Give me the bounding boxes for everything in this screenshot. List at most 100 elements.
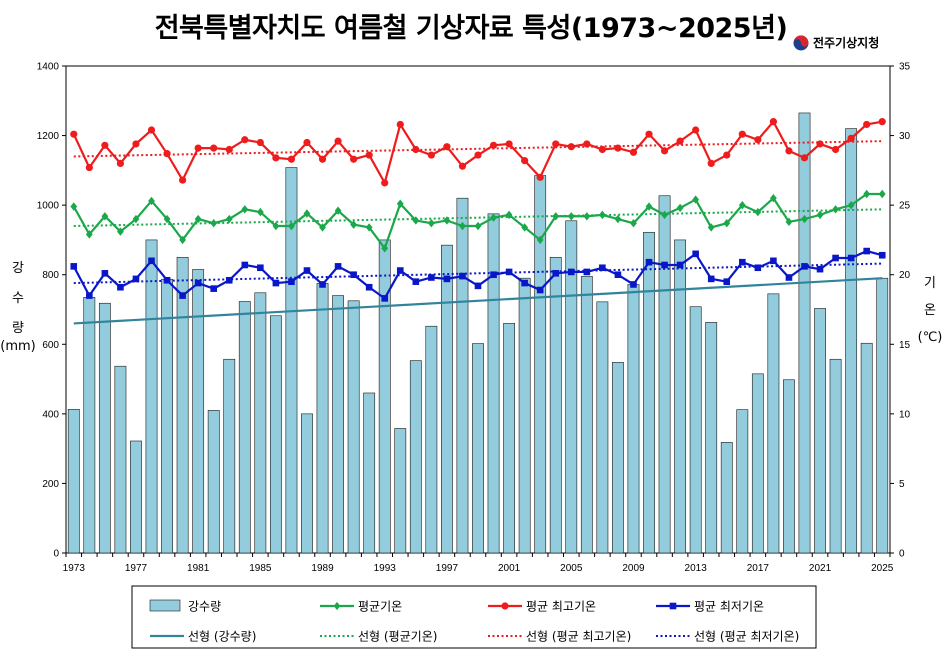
precipitation-bar-2023: [845, 128, 858, 554]
point-평균-최저기온-1991: [350, 271, 357, 279]
chart-title: 전북특별자치도 여름철 기상자료 특성(1973~2025년): [154, 13, 788, 44]
point-평균기온-1988: [303, 209, 311, 218]
point-평균기온-2009: [630, 219, 637, 228]
precipitation-bar-2008: [612, 362, 624, 554]
x-tick-label: 1977: [125, 563, 148, 574]
point-평균기온-1999: [474, 221, 482, 231]
point-평균-최저기온-2019: [785, 274, 793, 281]
point-평균-최고기온-1998: [458, 162, 467, 170]
precipitation-bar-2010: [643, 231, 655, 554]
x-tick-label: 2009: [622, 563, 645, 574]
point-평균-최저기온-1979: [163, 276, 171, 284]
point-평균-최고기온-1973: [70, 130, 78, 138]
precipitation-bar-2012: [674, 239, 687, 554]
point-평균기온-1993: [381, 244, 389, 253]
precipitation-bar-1975: [98, 302, 111, 554]
left-axis: 0 200 400 600 800 1000 1200 1400: [37, 62, 66, 560]
right-axis-label-part: (℃): [918, 330, 942, 345]
precipitation-bar-1992: [363, 392, 376, 554]
point-평균기온-2001: [505, 210, 513, 220]
point-평균-최고기온-1991: [350, 155, 358, 163]
precipitation-bar-2009: [627, 284, 640, 554]
point-평균-최저기온-2006: [583, 268, 591, 276]
point-평균-최고기온-1989: [318, 155, 327, 163]
point-평균-최저기온-1976: [117, 283, 124, 291]
precipitation-bar-1991: [347, 300, 360, 554]
point-평균기온-2014: [707, 223, 715, 232]
point-평균기온-1998: [459, 221, 466, 231]
point-평균기온-1986: [272, 221, 280, 231]
point-평균기온-1985: [256, 207, 264, 217]
point-평균-최저기온-1985: [257, 264, 264, 272]
right-tick-label: 30: [899, 131, 911, 142]
point-평균-최저기온-2004: [552, 270, 560, 277]
point-평균-최고기온-1975: [101, 141, 109, 149]
precipitation-bar-1982: [207, 410, 220, 554]
precipitation-bar-2005: [565, 220, 578, 554]
precipitation-bar-2013: [689, 306, 702, 554]
right-axis-label-part: 기: [924, 276, 936, 291]
point-평균기온-1983: [225, 214, 233, 224]
point-평균-최고기온-2015: [723, 151, 731, 159]
point-평균-최고기온-2023: [847, 134, 855, 142]
point-평균기온-2005: [567, 212, 575, 221]
right-tick-label: 20: [899, 270, 911, 281]
precipitation-bar-2011: [658, 195, 671, 554]
point-평균-최저기온-1986: [272, 279, 280, 287]
precipitation-bar-2000: [487, 213, 500, 554]
point-평균기온-2010: [645, 202, 653, 211]
legend-label: 선형 (평균 최저기온): [694, 630, 799, 644]
precipitation-bar-2006: [580, 276, 593, 554]
point-평균-최고기온-1979: [163, 150, 171, 158]
right-axis-label-part: 온: [924, 303, 936, 318]
point-평균-최고기온-1992: [365, 151, 373, 159]
x-axis: 1973 1977 1981 1985 1989 1993 1997 2001 2005 2009…: [63, 553, 894, 574]
precipitation-bar-2022: [829, 358, 842, 554]
point-평균-최고기온-1997: [443, 143, 451, 151]
right-tick-label: 25: [899, 201, 911, 212]
agency-logo: 전주기상지청: [793, 34, 879, 51]
point-평균-최고기온-2006: [583, 140, 591, 148]
agency-name: 전주기상지청: [813, 36, 880, 50]
point-평균-최고기온-1990: [334, 137, 342, 145]
point-평균-최저기온-2003: [536, 286, 544, 294]
point-평균-최고기온-2008: [614, 144, 622, 152]
precipitation-bar-2016: [736, 409, 749, 554]
legend-swatch: [149, 599, 181, 612]
x-tick-label: 2013: [685, 563, 708, 574]
point-평균-최고기온-2001: [505, 140, 513, 148]
point-평균-최고기온-1974: [85, 163, 93, 172]
point-평균-최저기온-2002: [521, 279, 528, 287]
right-tick-label: 10: [899, 409, 911, 420]
point-평균-최저기온-1995: [412, 278, 420, 285]
precipitation-bar-1985: [254, 292, 267, 554]
legend-label: 선형 (평균 최고기온): [526, 630, 631, 644]
point-평균기온-1990: [334, 206, 342, 215]
point-평균-최저기온-2001: [505, 268, 513, 276]
precipitation-bar-2014: [705, 322, 718, 554]
precipitation-bar-2002: [518, 277, 531, 554]
point-평균-최고기온-2025: [878, 118, 886, 126]
point-평균-최고기온-1993: [381, 179, 389, 187]
point-평균-최고기온-1994: [396, 120, 404, 129]
left-axis-label-part: 량: [12, 321, 24, 336]
point-평균-최고기온-1978: [147, 126, 156, 134]
precipitation-bar-1988: [301, 413, 313, 554]
x-tick-label: 1989: [311, 563, 334, 574]
left-tick-label: 1000: [37, 201, 60, 212]
left-tick-label: 600: [42, 340, 59, 351]
point-평균-최저기온-1973: [70, 263, 78, 270]
point-평균-최저기온-2017: [754, 264, 762, 272]
point-평균-최고기온-2024: [863, 120, 871, 129]
point-평균-최저기온-2012: [676, 261, 684, 269]
point-평균-최고기온-1983: [225, 145, 233, 154]
point-평균-최고기온-2019: [785, 147, 793, 155]
point-평균-최고기온-1982: [210, 144, 218, 152]
precipitation-bar-1994: [394, 428, 407, 554]
point-평균-최저기온-1989: [319, 281, 326, 288]
precipitation-bar-1998: [456, 197, 469, 554]
point-평균-최저기온-1987: [288, 278, 295, 285]
point-평균기온-2019: [785, 217, 793, 227]
precipitation-bar-1986: [269, 315, 282, 554]
